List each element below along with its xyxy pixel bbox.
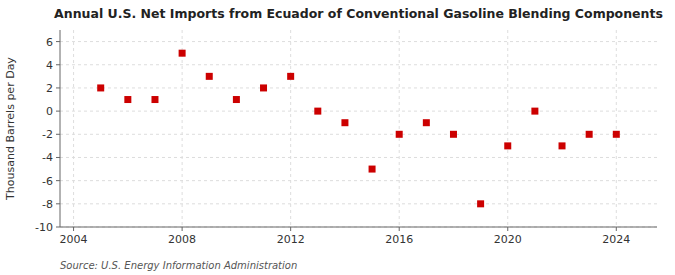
chart: Annual U.S. Net Imports from Ecuador of … (0, 0, 675, 275)
y-grid-line (60, 227, 657, 228)
point (287, 73, 294, 80)
y-grid-line (60, 41, 657, 42)
point (151, 96, 158, 103)
point (97, 84, 104, 91)
point (341, 119, 348, 126)
x-tick (73, 227, 74, 231)
y-axis-label: Thousand Barrels per Day (4, 57, 17, 201)
grid (60, 30, 657, 227)
x-tick-label: 2016 (385, 233, 413, 246)
title: Annual U.S. Net Imports from Ecuador of … (54, 6, 663, 21)
source-note: Source: U.S. Energy Information Administ… (60, 260, 297, 271)
x-tick (399, 227, 400, 231)
y-axis-line (60, 30, 61, 227)
y-tick-label: -8 (42, 198, 53, 211)
point (531, 108, 538, 115)
point (369, 166, 376, 173)
y-tick (56, 134, 60, 135)
y-tick-label: 2 (46, 82, 53, 95)
point (504, 142, 511, 149)
x-grid-line (616, 30, 617, 227)
x-grid-line (399, 30, 400, 227)
point (206, 73, 213, 80)
x-tick (182, 227, 183, 231)
point (450, 131, 457, 138)
axes: 2004 2008 2012 2016 2020 2024 -10 -8 -6 -4 -2 0 2 4 6 (35, 30, 657, 246)
x-grid-line (182, 30, 183, 227)
x-tick-label: 2004 (60, 233, 88, 246)
y-tick (56, 41, 60, 42)
y-grid-line (60, 64, 657, 65)
y-tick (56, 87, 60, 88)
y-grid-line (60, 180, 657, 181)
x-tick (290, 227, 291, 231)
x-tick-label: 2020 (494, 233, 522, 246)
y-tick (56, 203, 60, 204)
point (559, 142, 566, 149)
y-tick-label: 4 (46, 59, 53, 72)
point (179, 50, 186, 57)
y-tick-label: -10 (35, 221, 53, 234)
points (97, 50, 620, 208)
x-grid-line (73, 30, 74, 227)
point (260, 84, 267, 91)
y-tick-label: -6 (42, 175, 53, 188)
y-tick (56, 64, 60, 65)
point (477, 200, 484, 207)
y-grid-line (60, 203, 657, 204)
point (233, 96, 240, 103)
y-tick (56, 227, 60, 228)
y-tick (56, 111, 60, 112)
x-grid-line (507, 30, 508, 227)
x-grid-line (290, 30, 291, 227)
x-tick-label: 2008 (168, 233, 196, 246)
y-grid-line (60, 87, 657, 88)
y-tick-label: -2 (42, 128, 53, 141)
point (396, 131, 403, 138)
y-tick (56, 157, 60, 158)
y-tick-label: 6 (46, 36, 53, 49)
y-tick-label: 0 (46, 105, 53, 118)
point (314, 108, 321, 115)
point (586, 131, 593, 138)
point (613, 131, 620, 138)
y-grid-line (60, 111, 657, 112)
y-grid-line (60, 134, 657, 135)
x-axis-line (60, 227, 657, 228)
point (423, 119, 430, 126)
point (124, 96, 131, 103)
y-grid-line (60, 157, 657, 158)
y-tick-label: -4 (42, 151, 53, 164)
x-tick (507, 227, 508, 231)
x-tick-label: 2012 (277, 233, 305, 246)
y-tick (56, 180, 60, 181)
x-tick-label: 2024 (602, 233, 630, 246)
x-tick (616, 227, 617, 231)
